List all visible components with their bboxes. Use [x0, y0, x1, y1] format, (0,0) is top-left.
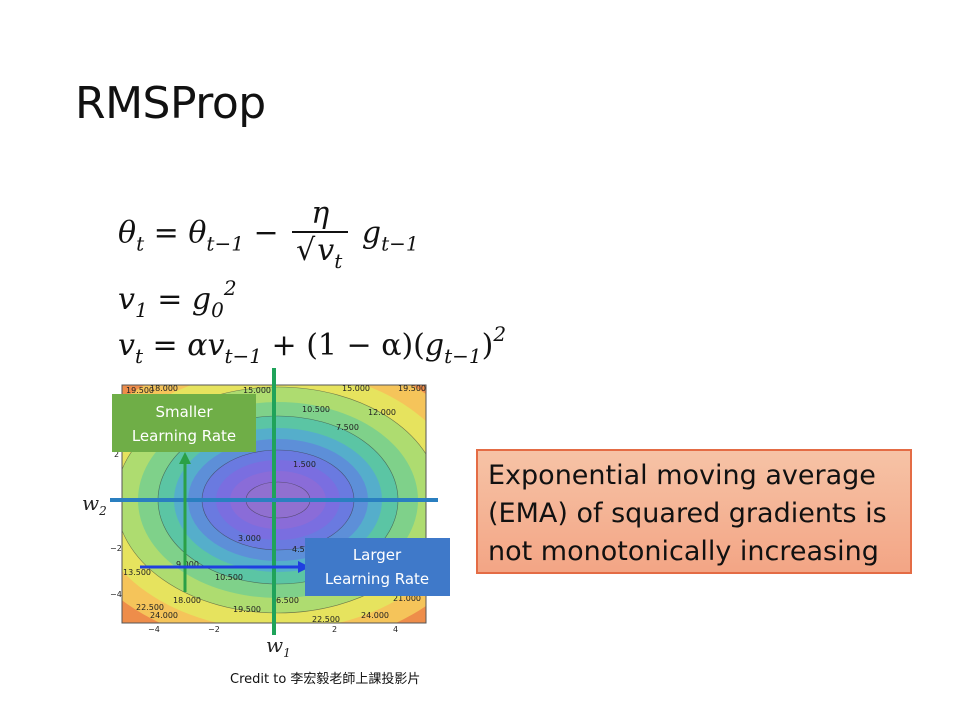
contour-label: 18.000	[150, 384, 178, 393]
slide-title: RMSProp	[75, 78, 266, 129]
contour-label: 9.000	[176, 560, 199, 569]
smaller-lr-box	[112, 394, 256, 452]
contour-label: 1.500	[293, 460, 316, 469]
w1-axis-label: w1	[266, 633, 291, 660]
x-tick-label: −4	[148, 625, 160, 634]
y-tick-label: 2	[114, 450, 119, 459]
equation-theta-update: θt = θt−1 − η √vt gt−1	[118, 196, 419, 273]
contour-label: 15.000	[342, 384, 370, 393]
y-tick-label: −4	[110, 590, 122, 599]
credit-text: Credit to 李宏毅老師上課投影片	[230, 672, 421, 687]
contour-label: 19.500	[233, 605, 261, 614]
contour-label: 3.000	[238, 534, 261, 543]
contour-label: 19.500	[126, 386, 154, 395]
contour-label: 22.500	[312, 615, 340, 624]
larger-lr-label-line2: Learning Rate	[325, 570, 429, 588]
contour-label: 13.500	[123, 568, 151, 577]
contour-label: 21.000	[393, 594, 421, 603]
ema-note-box: Exponential moving average (EMA) of squa…	[476, 449, 912, 574]
contour-label: 24.000	[361, 611, 389, 620]
larger-lr-arrowhead	[298, 561, 310, 573]
contour-label: 7.500	[336, 423, 359, 432]
x-tick-label: −2	[208, 625, 220, 634]
smaller-lr-arrowhead	[179, 452, 191, 464]
w2-axis-label: w2	[82, 491, 107, 518]
contour-label: 12.000	[368, 408, 396, 417]
contour-label: 15.000	[243, 386, 271, 395]
contour-label: 10.500	[215, 573, 243, 582]
y-tick-label: −2	[110, 544, 122, 553]
contour-figure: 19.500 18.000 15.000 10.500 12.000 7.500…	[80, 360, 460, 660]
contour-label: 24.000	[150, 611, 178, 620]
larger-lr-label-line1: Larger	[353, 546, 402, 564]
contour-plot-svg: 19.500 18.000 15.000 10.500 12.000 7.500…	[82, 368, 450, 660]
contour-label: 10.500	[302, 405, 330, 414]
contour-label: 22.500	[136, 603, 164, 612]
fraction: η √vt	[292, 196, 349, 273]
larger-lr-box	[305, 538, 450, 596]
contour-label: 6.500	[276, 596, 299, 605]
contour-label: 4.5	[292, 545, 305, 554]
equation-v1-init: v1 = g02	[118, 276, 237, 322]
x-tick-label: 4	[393, 625, 398, 634]
contour-label: 18.000	[173, 596, 201, 605]
smaller-lr-label-line2: Learning Rate	[132, 427, 236, 445]
equation-vt-update: vt = αvt−1 + (1 − α)(gt−1)2	[118, 322, 507, 368]
contour-label: 19.500	[398, 384, 426, 393]
x-tick-label: 2	[332, 625, 337, 634]
smaller-lr-label-line1: Smaller	[155, 403, 213, 421]
